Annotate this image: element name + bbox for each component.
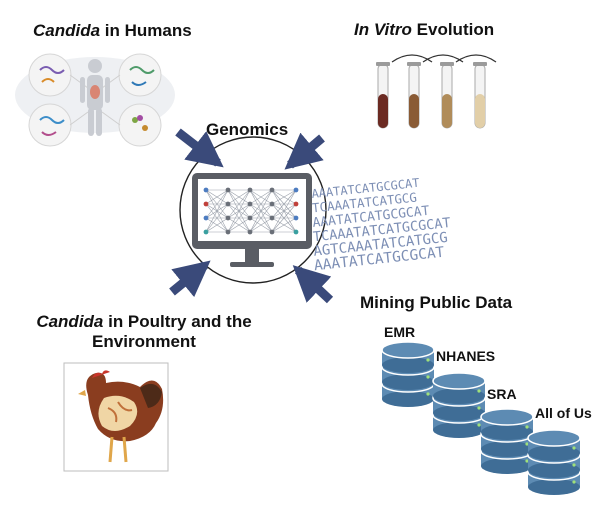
microbe-circle-4 [118, 103, 162, 147]
db-label-sra: SRA [487, 386, 517, 402]
database-icon [527, 429, 581, 495]
chicken-illustration [63, 362, 169, 472]
databases [381, 341, 581, 495]
humans-title: Candida in Humans [33, 21, 192, 40]
database-icon [480, 408, 534, 474]
genomics-title: Genomics [206, 120, 289, 139]
test-tube [376, 62, 390, 129]
human-body-icon [80, 59, 110, 136]
db-label-nhanes: NHANES [436, 348, 496, 364]
test-tube [407, 62, 421, 129]
test-tube [440, 62, 454, 129]
dna-sequence: AAATATCATGCGCATTCAAATATCATGCGAAATATCATGC… [311, 176, 451, 274]
poultry-title: Candida in Poultry and the Environment [36, 312, 252, 351]
database-icon [381, 341, 435, 407]
arrow-from-poultry [169, 260, 211, 298]
microbe-circle-2 [118, 53, 162, 97]
invitro-title: In Vitro Evolution [354, 20, 495, 39]
arrows-to-genomics [169, 128, 334, 304]
database-icon [432, 372, 486, 438]
test-tube [473, 62, 487, 129]
test-tubes [376, 62, 487, 129]
db-label-emr: EMR [384, 324, 416, 340]
arrow-from-humans [175, 128, 224, 168]
monitor-icon [192, 173, 312, 267]
db-label-allofus: All of Us [535, 405, 592, 421]
arrow-from-mining [292, 265, 334, 304]
humans-illustration [15, 53, 175, 147]
microbe-circle-1 [28, 53, 72, 97]
genomics-circle [179, 136, 327, 284]
arrow-from-invitro [284, 132, 325, 170]
mining-title: Mining Public Data [360, 293, 513, 312]
tube-transfer-arrows [391, 54, 497, 63]
microbe-circle-3 [28, 103, 72, 147]
